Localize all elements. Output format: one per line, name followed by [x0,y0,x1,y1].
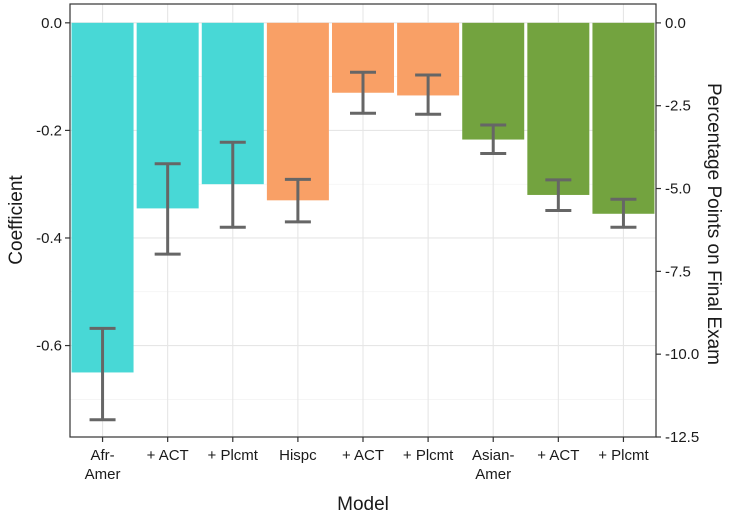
x-tick-label-line: Amer [85,466,121,483]
x-tick-label-line: + Plcmt [208,447,259,464]
error-bar [284,177,311,224]
x-tick-label: + ACT [147,447,189,464]
y2-tick-label: -5.0 [665,181,691,198]
x-tick-label: Asian- Amer [472,447,515,483]
error-bar [219,140,246,229]
y-tick-label: -0.6 [36,338,62,355]
x-tick-label-line: Asian- [472,447,515,464]
error-bar [545,178,572,213]
y2-tick-label: -10.0 [665,346,699,363]
x-axis-title: Model [337,494,389,515]
error-bar [89,326,116,422]
bar [266,22,329,201]
bar [71,22,134,373]
x-tick-label: Afr- Amer [85,447,121,483]
x-tick-label-line: Amer [475,466,511,483]
y-axis-title: Coefficient [6,175,27,265]
y-tick-label: -0.2 [36,122,62,139]
x-tick-label-line: + Plcmt [403,447,454,464]
x-tick-label-line: + Plcmt [598,447,649,464]
error-bar [480,123,507,156]
error-bar [415,73,442,116]
bar [527,22,590,195]
x-tick-label-line: + ACT [537,447,579,464]
y-axis-right: 0.0 -2.5 -5.0 -7.5 -10.0 -12.5 [656,15,699,446]
error-bars [89,70,637,422]
y2-axis-title: Percentage Points on Final Exam [703,83,724,365]
y-axis-left: 0.0 -0.2 -0.4 -0.6 [36,15,70,355]
x-tick-label: + Plcmt [598,447,649,464]
x-tick-label-line: Hispc [279,447,317,464]
y-tick-label: 0.0 [41,15,62,32]
error-bar [610,197,637,229]
y2-tick-label: -2.5 [665,98,691,115]
x-tick-label-line: + ACT [147,447,189,464]
x-tick-label-line: Afr- [90,447,114,464]
error-bar [350,70,376,115]
bar [592,22,655,214]
x-tick-label-line: + ACT [342,447,384,464]
x-tick-label: + ACT [342,447,384,464]
x-tick-label: + Plcmt [208,447,259,464]
x-tick-label: Hispc [279,447,317,464]
y-tick-label: -0.4 [36,230,62,247]
y2-tick-label: 0.0 [665,15,686,32]
x-tick-label: + ACT [537,447,579,464]
x-tick-label: + Plcmt [403,447,454,464]
error-bar [154,162,181,256]
y2-tick-label: -12.5 [665,429,699,446]
bar [462,22,525,140]
y2-tick-label: -7.5 [665,263,691,280]
x-axis: Afr- Amer + ACT + Plcmt Hispc + ACT + Plcmt Asi… [85,437,649,483]
